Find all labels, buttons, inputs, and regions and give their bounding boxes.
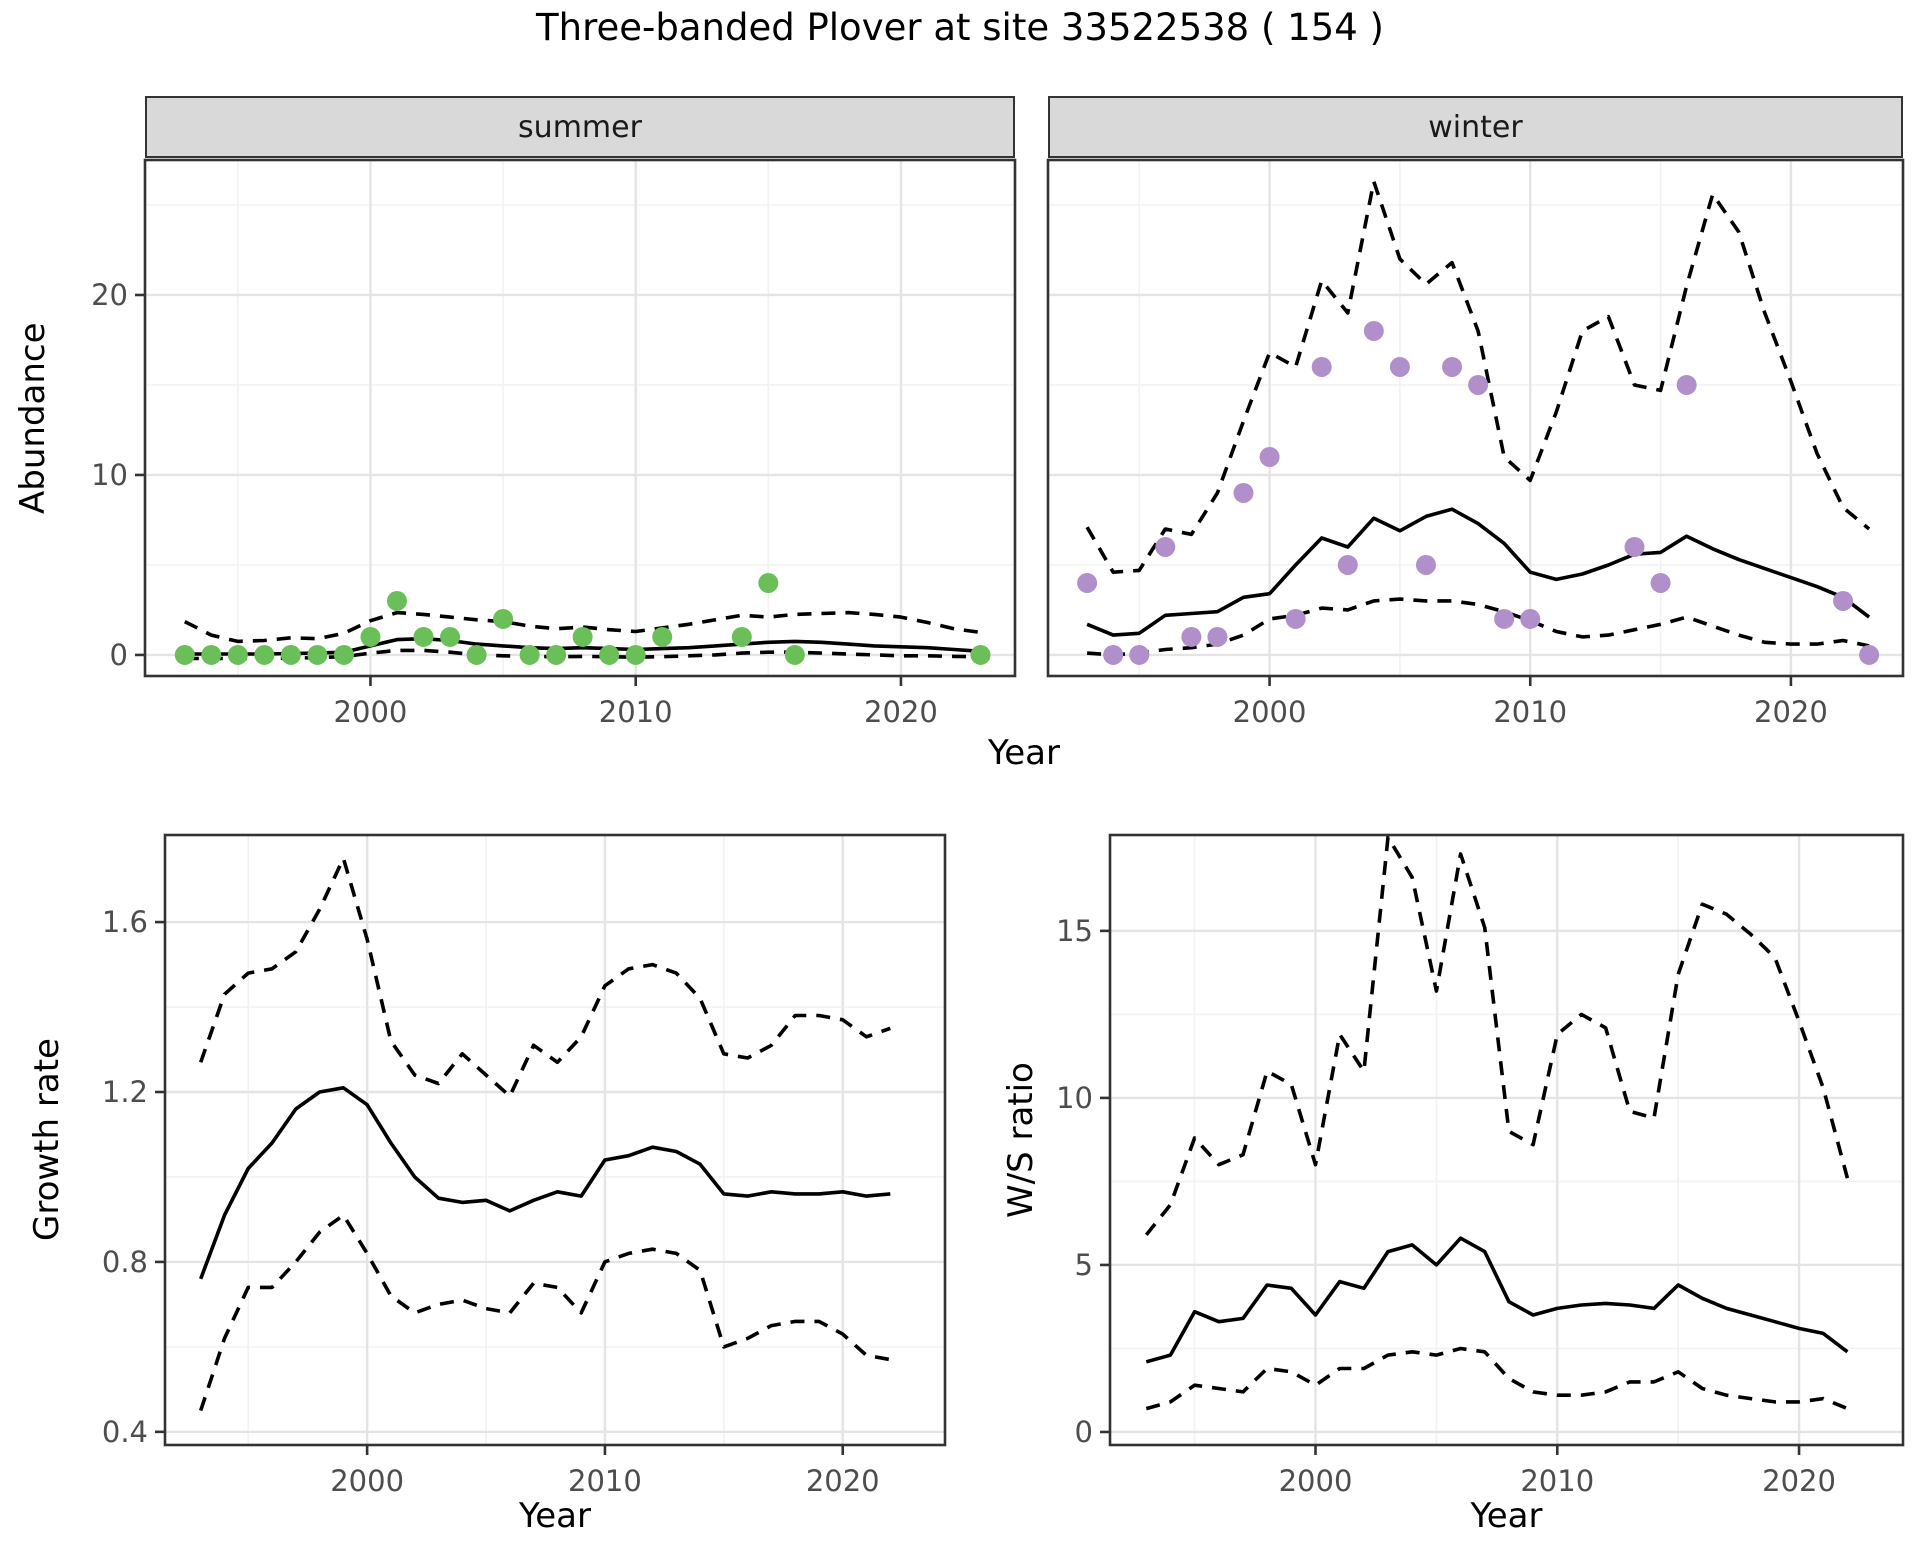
top-x-axis-label: Year	[988, 733, 1060, 773]
data-point	[413, 626, 434, 647]
y-tick-label: 0	[1075, 1415, 1093, 1449]
data-point	[599, 644, 620, 665]
y-tick-label: 10	[91, 458, 128, 492]
data-point	[307, 644, 328, 665]
panel-growth-rate: 2000 2010 2020 0.4 0.8 1.2 1.6	[102, 833, 947, 1498]
x-tick-label: 2000	[334, 695, 408, 729]
data-point	[440, 626, 461, 647]
data-point	[546, 644, 567, 665]
series-upper_ci	[199, 856, 891, 1098]
data-point	[1077, 572, 1098, 593]
x-tick-label: 2010	[599, 695, 673, 729]
y-tick-label: 0.8	[102, 1245, 148, 1279]
panel-border	[1046, 158, 1905, 678]
x-tick-label: 2000	[330, 1464, 404, 1498]
panel-summer-abundance: 2000 2010 2020 0 10 20	[91, 158, 1017, 729]
data-point	[174, 644, 195, 665]
data-point	[466, 644, 487, 665]
series-upper_ci	[1144, 835, 1850, 1237]
data-point	[1233, 482, 1254, 503]
data-point	[1494, 608, 1515, 629]
data-point	[333, 644, 354, 665]
data-point	[1676, 374, 1697, 395]
x-tick-label: 2020	[806, 1464, 880, 1498]
data-point	[493, 608, 514, 629]
data-point	[1363, 320, 1384, 341]
figure-title: Three-banded Plover at site 33522538 ( 1…	[536, 6, 1384, 49]
facet-strip-winter: winter	[1048, 96, 1903, 158]
data-point	[1129, 644, 1150, 665]
data-point	[1259, 446, 1280, 467]
y-tick-label: 10	[1056, 1081, 1093, 1115]
y-tick-label: 5	[1075, 1248, 1093, 1282]
data-point	[519, 644, 540, 665]
panel-border	[143, 158, 1017, 678]
data-point	[970, 644, 991, 665]
y-tick-label: 1.6	[102, 905, 148, 939]
abundance-axis-label: Abundance	[13, 322, 53, 514]
data-point	[758, 572, 779, 593]
y-tick-label: 15	[1056, 914, 1093, 948]
data-point	[1415, 554, 1436, 575]
data-point	[201, 644, 222, 665]
series-median	[1145, 1236, 1849, 1364]
data-point	[1311, 356, 1332, 377]
data-point	[1155, 536, 1176, 557]
series-lower_ci	[1145, 1346, 1849, 1411]
data-point	[227, 644, 248, 665]
y-tick-label: 0	[110, 638, 128, 672]
growth-rate-axis-label: Growth rate	[27, 1038, 67, 1242]
ws-ratio-axis-label: W/S ratio	[1001, 1062, 1041, 1218]
x-tick-label: 2010	[568, 1464, 642, 1498]
x-tick-label: 2010	[1520, 1464, 1594, 1498]
x-tick-label: 2020	[864, 695, 938, 729]
series-upper_ci	[183, 610, 981, 644]
data-point	[280, 644, 301, 665]
data-point	[1859, 644, 1880, 665]
x-tick-label: 2020	[1762, 1464, 1836, 1498]
data-point	[1468, 374, 1489, 395]
y-tick-label: 20	[91, 278, 128, 312]
x-tick-label: 2000	[1233, 695, 1307, 729]
data-point	[625, 644, 646, 665]
panel-border	[163, 833, 947, 1447]
data-point	[1442, 356, 1463, 377]
data-point	[1520, 608, 1541, 629]
data-point	[1103, 644, 1124, 665]
x-tick-label: 2020	[1754, 695, 1828, 729]
data-point	[386, 590, 407, 611]
data-point	[784, 644, 805, 665]
series-median	[1086, 507, 1871, 637]
y-tick-label: 1.2	[102, 1075, 148, 1109]
data-point	[1285, 608, 1306, 629]
series-upper_ci	[1085, 179, 1871, 574]
data-point	[254, 644, 275, 665]
data-point	[360, 626, 381, 647]
data-point	[731, 626, 752, 647]
data-point	[1650, 572, 1671, 593]
y-tick-label: 0.4	[102, 1415, 148, 1449]
panel-ws-ratio: 2000 2010 2020 0 5 10 15	[1056, 833, 1905, 1498]
panel-border	[1108, 833, 1905, 1447]
growth-x-axis-label: Year	[519, 1496, 591, 1536]
data-point	[1389, 356, 1410, 377]
ws-x-axis-label: Year	[1470, 1496, 1543, 1536]
data-point	[1337, 554, 1358, 575]
series-median	[199, 1086, 891, 1280]
data-point	[1181, 626, 1202, 647]
data-point	[1833, 590, 1854, 611]
data-point	[652, 626, 673, 647]
data-point	[1207, 626, 1228, 647]
panel-winter-abundance: 2000 2010 2020	[1046, 158, 1905, 729]
x-tick-label: 2000	[1279, 1464, 1353, 1498]
x-tick-label: 2010	[1493, 695, 1567, 729]
data-point	[1624, 536, 1645, 557]
series-lower_ci	[198, 1213, 891, 1412]
facet-strip-summer: summer	[145, 96, 1015, 158]
data-point	[572, 626, 593, 647]
